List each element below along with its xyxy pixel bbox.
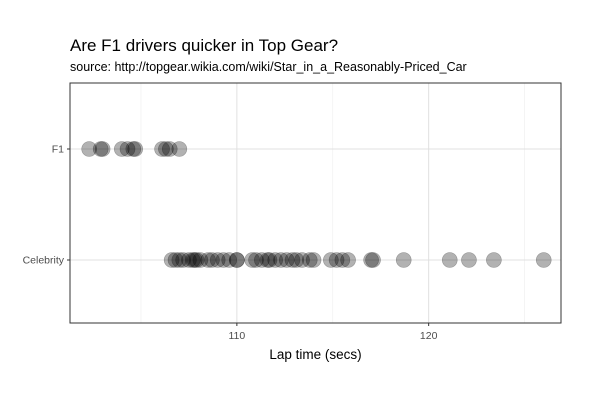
data-point [340, 252, 356, 268]
data-point [288, 252, 305, 268]
data-point [244, 252, 261, 268]
data-point [163, 252, 180, 268]
data-point [284, 252, 301, 268]
data-point [363, 252, 379, 268]
data-point [301, 252, 318, 268]
data-point [229, 252, 245, 268]
data-point [81, 141, 97, 157]
data-point [229, 252, 245, 268]
data-point [175, 252, 191, 268]
data-point [184, 252, 201, 268]
data-point [294, 252, 310, 268]
data-point [192, 252, 209, 268]
y-tick-label: F1 [52, 144, 64, 156]
data-point [273, 252, 289, 268]
grid-lines [70, 83, 561, 323]
data-point [127, 141, 144, 157]
data-point [171, 141, 188, 157]
chart-subtitle: source: http://topgear.wikia.com/wiki/St… [70, 60, 467, 74]
data-point [365, 252, 381, 268]
y-tick-label: Celebrity [23, 255, 65, 267]
data-point [221, 252, 237, 268]
data-points [81, 141, 552, 268]
data-point [200, 252, 216, 268]
data-point [158, 141, 174, 157]
plot-panel [69, 82, 562, 324]
data-point [113, 141, 130, 157]
x-tick-label: 110 [228, 330, 245, 342]
data-point [248, 252, 264, 268]
data-point [461, 252, 477, 268]
data-point [395, 252, 412, 268]
data-point [215, 252, 232, 268]
data-point [171, 252, 188, 268]
data-point [253, 252, 270, 268]
data-point [186, 252, 203, 268]
y-axis: F1 Celebrity [23, 144, 70, 267]
data-point [323, 252, 339, 268]
data-point [535, 252, 552, 268]
x-axis-title: Lap time (secs) [269, 347, 361, 362]
data-point [334, 252, 351, 268]
data-point [486, 252, 502, 268]
x-tick-label: 120 [420, 330, 438, 342]
data-point [278, 252, 295, 268]
data-point [181, 252, 197, 268]
data-point [259, 252, 276, 268]
data-point [188, 252, 205, 268]
data-point [154, 141, 170, 157]
data-point [267, 252, 284, 268]
data-point [328, 252, 345, 268]
data-point [119, 141, 136, 157]
data-point [261, 252, 278, 268]
data-point [441, 252, 458, 268]
data-point [209, 252, 226, 268]
data-point [125, 141, 142, 157]
x-axis: 110 120 [228, 323, 438, 342]
data-point [305, 252, 322, 268]
data-point [167, 252, 184, 268]
data-point [92, 141, 109, 157]
data-point [161, 141, 178, 157]
data-point [204, 252, 220, 268]
data-point [94, 141, 111, 157]
chart-title: Are F1 drivers quicker in Top Gear? [70, 36, 339, 55]
